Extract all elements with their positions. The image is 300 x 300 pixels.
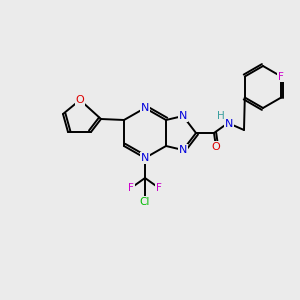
Text: N: N xyxy=(141,153,149,163)
Text: N: N xyxy=(179,145,187,155)
Text: O: O xyxy=(76,95,84,105)
Text: N: N xyxy=(179,111,187,121)
Text: N: N xyxy=(141,103,149,113)
Text: O: O xyxy=(212,142,220,152)
Text: F: F xyxy=(128,183,134,193)
Text: H: H xyxy=(217,111,225,121)
Text: F: F xyxy=(278,71,284,82)
Text: Cl: Cl xyxy=(140,197,150,207)
Text: F: F xyxy=(156,183,162,193)
Text: N: N xyxy=(225,119,233,129)
